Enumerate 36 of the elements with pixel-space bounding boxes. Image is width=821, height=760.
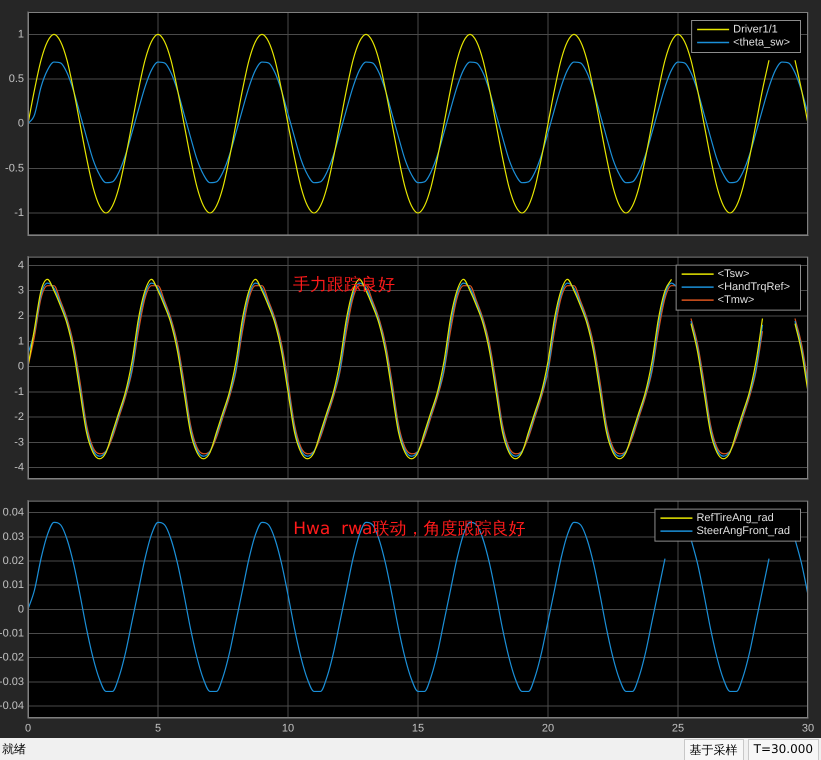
x-tick-label: 20: [542, 722, 554, 735]
y-tick-label: 1: [18, 28, 24, 40]
y-tick-label: 0: [18, 360, 24, 373]
y-tick-label: 0: [18, 118, 24, 130]
x-tick-label: 5: [154, 722, 162, 735]
y-tick-label: 4: [18, 259, 24, 272]
y-tick-label: 0.5: [8, 73, 24, 86]
text: 基于采样: [684, 739, 744, 760]
legend-label: SteerAngFront_rad: [696, 525, 790, 538]
y-tick-label: 0.03: [2, 530, 24, 543]
legend-label: <theta_sw>: [733, 36, 790, 49]
y-tick-label: -0.5: [5, 162, 24, 174]
y-tick-label: 3: [18, 284, 24, 297]
legend-label: RefTireAng_rad: [696, 512, 774, 524]
line-series: [28, 61, 808, 184]
x-tick-label: 10: [282, 722, 294, 735]
y-tick-label: 1: [18, 335, 24, 348]
legend-label: Driver1/1: [733, 24, 778, 36]
y-tick-label: 2: [18, 310, 24, 322]
y-tick-label: -3: [14, 436, 24, 448]
y-tick-label: -4: [14, 462, 24, 474]
legend-label: <Tmw>: [718, 294, 754, 306]
text: 就绪: [2, 741, 26, 758]
y-tick-label: -2: [14, 411, 24, 424]
legend-label: <Tsw>: [718, 268, 750, 280]
y-tick-label: 0: [18, 603, 24, 616]
y-tick-label: 0.01: [2, 579, 24, 592]
y-tick-label: -1: [14, 207, 24, 220]
y-tick-label: 0.04: [2, 506, 24, 519]
y-tick-label: -1: [14, 386, 24, 398]
x-tick-label: 25: [672, 722, 684, 735]
text: T=30.000: [748, 739, 819, 760]
y-tick-label: 0.02: [2, 555, 24, 568]
x-tick-label: 15: [412, 722, 424, 735]
x-tick-label: 30: [802, 722, 814, 735]
legend-label: <HandTrqRef>: [718, 281, 790, 294]
